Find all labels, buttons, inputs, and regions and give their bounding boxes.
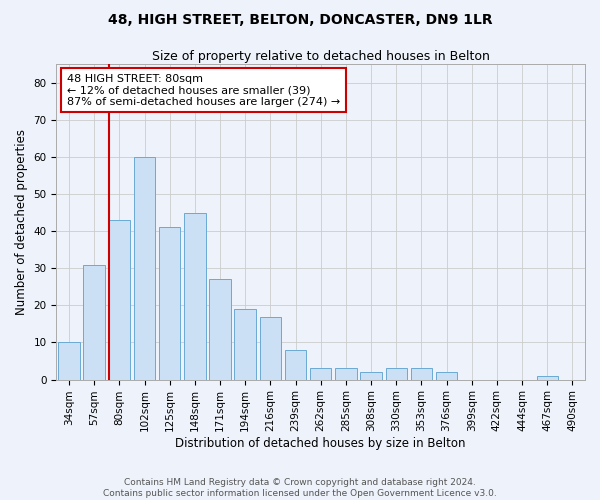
Bar bbox=[109, 220, 130, 380]
Bar bbox=[410, 368, 432, 380]
Bar bbox=[260, 316, 281, 380]
Bar bbox=[335, 368, 356, 380]
Bar bbox=[310, 368, 331, 380]
Bar bbox=[235, 309, 256, 380]
Bar bbox=[83, 264, 105, 380]
Bar bbox=[536, 376, 558, 380]
Bar bbox=[386, 368, 407, 380]
Bar bbox=[58, 342, 80, 380]
Title: Size of property relative to detached houses in Belton: Size of property relative to detached ho… bbox=[152, 50, 490, 63]
Text: 48, HIGH STREET, BELTON, DONCASTER, DN9 1LR: 48, HIGH STREET, BELTON, DONCASTER, DN9 … bbox=[107, 12, 493, 26]
Bar bbox=[209, 280, 231, 380]
Bar bbox=[436, 372, 457, 380]
Bar bbox=[134, 157, 155, 380]
Bar bbox=[184, 212, 206, 380]
Y-axis label: Number of detached properties: Number of detached properties bbox=[15, 129, 28, 315]
Bar bbox=[361, 372, 382, 380]
X-axis label: Distribution of detached houses by size in Belton: Distribution of detached houses by size … bbox=[175, 437, 466, 450]
Text: Contains HM Land Registry data © Crown copyright and database right 2024.
Contai: Contains HM Land Registry data © Crown c… bbox=[103, 478, 497, 498]
Bar bbox=[285, 350, 306, 380]
Text: 48 HIGH STREET: 80sqm
← 12% of detached houses are smaller (39)
87% of semi-deta: 48 HIGH STREET: 80sqm ← 12% of detached … bbox=[67, 74, 340, 107]
Bar bbox=[159, 228, 181, 380]
